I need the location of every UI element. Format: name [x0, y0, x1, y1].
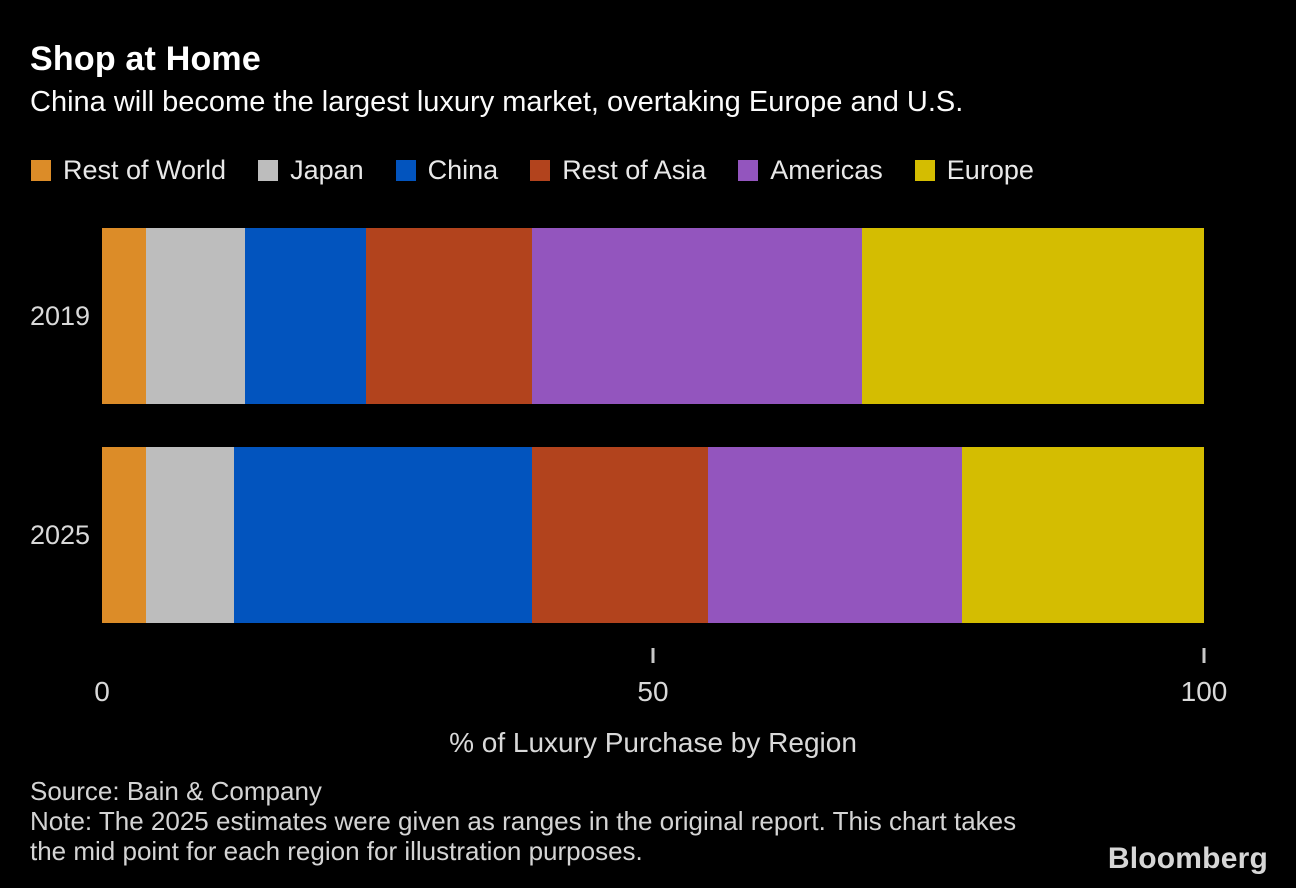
bar-segment-rest-of-asia-2025: [531, 447, 709, 623]
legend-swatch-rest-of-world: [31, 159, 51, 181]
legend-label-china: China: [427, 154, 499, 185]
chart-title: Shop at Home: [30, 40, 261, 78]
legend-label-rest-of-world: Rest of World: [63, 154, 227, 185]
bar-segment-china-2019: [245, 228, 367, 404]
tick-label-100: 100: [1180, 676, 1228, 707]
legend-swatch-americas: [738, 159, 759, 181]
legend-label-japan: Japan: [290, 154, 364, 185]
x-axis: 0 50 100: [94, 648, 1227, 708]
legend-label-americas: Americas: [770, 154, 883, 185]
tick-mark-50: [651, 648, 655, 663]
tick-label-0: 0: [94, 676, 110, 707]
legend-swatch-rest-of-asia: [530, 159, 551, 181]
legend-item-americas: Americas: [738, 155, 883, 186]
bloomberg-logo: Bloomberg: [1107, 842, 1268, 875]
bar-segment-europe-2025: [961, 447, 1204, 623]
legend-swatch-japan: [258, 159, 279, 181]
stacked-bar-2019: [102, 228, 1204, 404]
chart-subtitle: China will become the largest luxury mar…: [30, 86, 964, 118]
legend-item-europe: Europe: [914, 154, 1034, 186]
bar-segment-rest-of-asia-2019: [366, 228, 532, 404]
legend-swatch-europe: [914, 159, 935, 181]
category-label-2025: 2025: [30, 519, 91, 550]
legend-item-rest-of-asia: Rest of Asia: [530, 155, 706, 186]
bar-row-2025: 2025: [30, 447, 1204, 623]
bar-segment-rest-of-world-2019: [102, 228, 147, 404]
category-label-2019: 2019: [30, 300, 91, 331]
bar-segment-rest-of-world-2025: [102, 447, 147, 623]
bar-row-2019: 2019: [30, 228, 1204, 404]
legend-item-china: China: [395, 154, 499, 186]
legend-item-japan: Japan: [258, 155, 364, 186]
stacked-bar-2025: [102, 447, 1204, 623]
bar-segment-japan-2025: [146, 447, 235, 623]
legend-label-europe: Europe: [946, 154, 1034, 185]
source-line: Source: Bain & Company: [30, 776, 322, 806]
tick-label-50: 50: [637, 676, 669, 707]
bar-segment-japan-2019: [146, 228, 246, 404]
x-axis-label: % of Luxury Purchase by Region: [449, 727, 857, 758]
bar-segment-americas-2019: [531, 228, 863, 404]
legend-item-rest-of-world: Rest of World: [31, 155, 226, 186]
legend-label-rest-of-asia: Rest of Asia: [562, 154, 707, 185]
legend-swatch-china: [395, 159, 416, 181]
bar-segment-americas-2025: [708, 447, 962, 623]
legend: Rest of World Japan China Rest of Asia Ameri…: [31, 154, 1034, 186]
bar-segment-china-2025: [234, 447, 532, 623]
bar-segment-europe-2019: [862, 228, 1204, 404]
tick-mark-100: [1202, 648, 1206, 663]
note-line: Note: The 2025 estimates were given as r…: [30, 806, 1017, 866]
